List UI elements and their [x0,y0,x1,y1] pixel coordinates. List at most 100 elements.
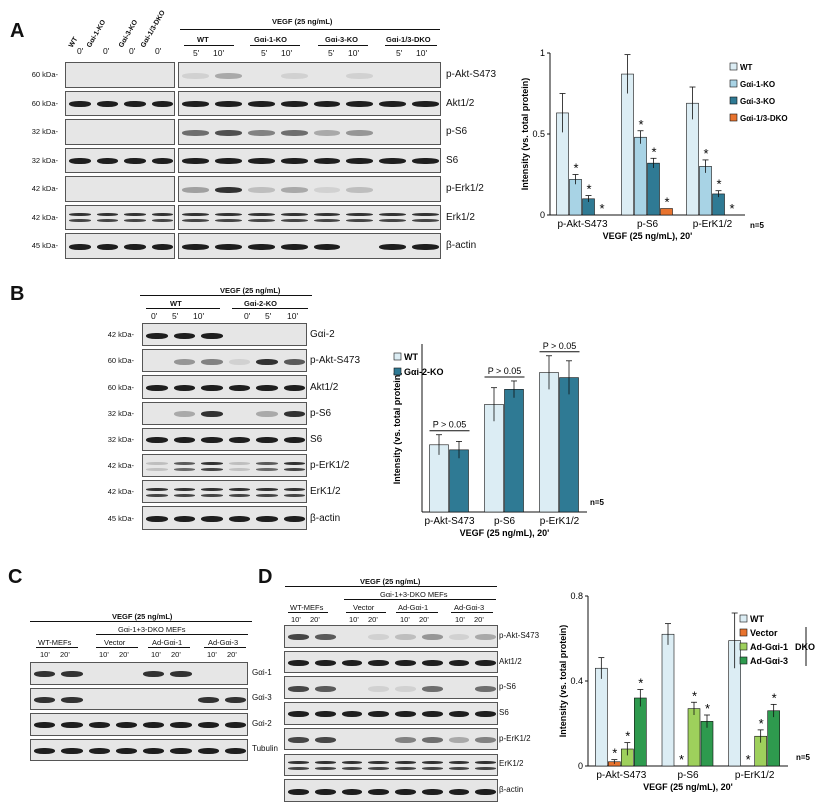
row-label: Akt1/2 [310,381,339,393]
time-label: 10' [99,650,109,659]
significance-star: * [679,752,684,767]
blot-band [228,437,250,444]
blot-band [88,722,110,729]
blot-strip [142,323,307,347]
blot-band [228,467,250,471]
legend-label: Gαi-1/3-DKO [740,114,788,123]
kda-marker: 45 kDa- [107,513,134,523]
blot-band [146,467,168,471]
blot-band [341,766,363,770]
blot-band [173,437,195,444]
blot-band [313,186,341,193]
time-label: 10' [287,311,299,321]
group-underline [385,45,437,46]
blot-strip [30,713,248,736]
blot-band [182,243,209,250]
kda-marker: 60 kDa- [31,70,58,80]
bar [700,721,714,767]
time-label: 10' [416,48,428,58]
row-label: Gαi-2 [252,718,272,728]
blot-band [197,747,219,754]
row-label: p-S6 [310,407,332,419]
blot-band [280,213,308,217]
bar [429,444,449,513]
blot-strip [65,90,175,116]
blot-band [341,660,363,667]
blot-band [61,747,83,754]
x-tick-label: p-S6 [637,219,659,230]
row-label: Gαi-2 [310,329,335,341]
blot-strip [284,727,498,751]
blot-band [256,411,278,418]
time-label: 10' [213,48,225,58]
blot-band [228,358,250,365]
row-label: β-actin [446,240,477,252]
blot-band [151,101,173,108]
blot-strip [142,401,307,425]
blot-band [224,696,246,703]
y-axis-label: Intensity (vs. total protein) [392,372,402,485]
blot-band [61,722,83,729]
group-label: WT [170,299,182,308]
row-label: Gαi-3 [252,693,272,703]
blot-band [280,72,308,79]
blot-strip [65,147,175,173]
blot-band [288,737,309,744]
kda-marker: 42 kDa- [107,330,134,340]
legend-swatch [729,96,738,105]
blot-band [124,101,146,108]
blot-band [256,467,278,471]
blot-strip [284,779,498,802]
blot-band [173,358,195,365]
row-label: p-Akt-S473 [310,355,361,367]
blot-strip [284,702,498,725]
blot-band [421,711,443,718]
legend-bracket-label: DKO [795,642,815,652]
blot-band [143,747,165,754]
blot-band [475,634,496,641]
blot-band [228,384,250,391]
blot-strip [142,506,307,530]
blot-band [201,515,223,522]
group-underline [204,647,246,648]
kda-marker: 32 kDa- [107,434,134,444]
blot-band [214,213,242,217]
time-label: 5' [396,48,403,58]
blot-band [170,722,192,729]
row-label: S6 [310,433,323,445]
group-label: Ad-Gαi-3 [208,638,239,647]
x-tick-label: p-S6 [677,770,699,781]
blot-band [170,671,192,678]
significance-star: * [651,144,656,159]
blot-band [395,634,416,641]
kda-marker: 32 kDa- [31,127,58,137]
blot-band [475,760,496,764]
bar [539,372,559,513]
n-label: n=5 [750,221,765,230]
blot-band [448,711,470,718]
blot-band [151,213,173,217]
blot-band [313,243,341,250]
blot-band [280,158,308,165]
blot-band [247,158,275,165]
blot-band [288,788,309,795]
legend-label: WT [740,63,753,72]
blot-band [283,493,305,497]
blot-band [214,101,242,108]
blot-band [214,243,242,250]
blot-band [146,493,168,497]
blot-band [173,411,195,418]
time-label: 20' [368,615,378,624]
y-tick-label: 0.8 [570,591,583,601]
blot-band [214,186,242,193]
time-label: 5' [261,48,268,58]
y-tick-label: 0.4 [570,676,583,686]
blot-band [475,711,496,718]
time-label: 20' [227,650,237,659]
significance-label: P > 0.05 [433,420,467,430]
row-label: p-Erk1/2 [446,183,484,195]
blot-band [280,219,308,223]
group-label: Vector [353,603,375,612]
kda-marker: 45 kDa- [31,241,58,251]
legend-label: Vector [750,628,778,638]
